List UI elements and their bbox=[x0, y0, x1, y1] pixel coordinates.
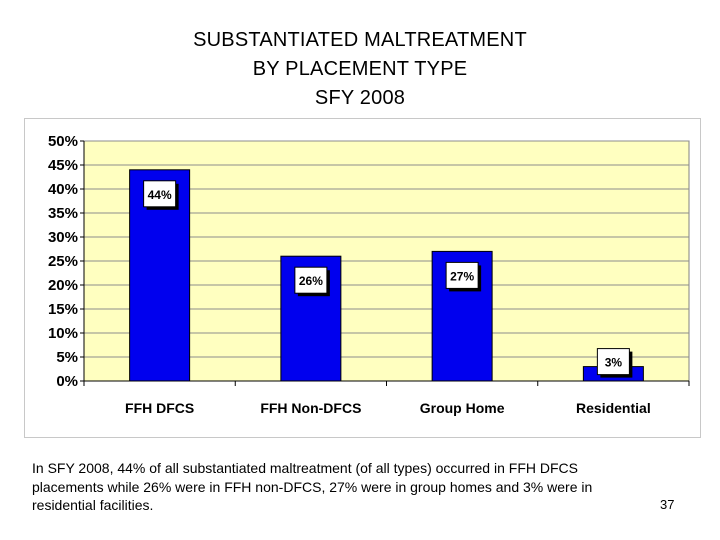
y-tick-label: 35% bbox=[48, 205, 78, 222]
chart-title-line-2: BY PLACEMENT TYPE bbox=[252, 58, 468, 80]
data-label: 26% bbox=[299, 274, 323, 288]
chart-title-line-1: SUBSTANTIATED MALTREATMENT bbox=[193, 29, 527, 51]
chart-title-line-3: SFY 2008 bbox=[314, 87, 406, 109]
y-tick-label: 0% bbox=[56, 373, 78, 390]
chart-caption: In SFY 2008, 44% of all substantiated ma… bbox=[32, 460, 593, 513]
data-label: 44% bbox=[148, 188, 172, 202]
chart-area: 0% 5% 10% 15% 20% 25% 30% 35% 40% 45% 50% 44% FFH DF… bbox=[24, 118, 701, 438]
y-tick-label: 40% bbox=[48, 181, 78, 198]
data-label-box bbox=[445, 261, 479, 289]
chart-title: SUBSTANTIATED MALTREATMENT BY PLACEMENT … bbox=[0, 26, 720, 113]
data-label: 27% bbox=[450, 269, 474, 283]
y-tick-label: 50% bbox=[48, 133, 78, 150]
y-tick-label: 15% bbox=[48, 301, 78, 318]
y-tick-label: 30% bbox=[48, 229, 78, 246]
y-tick-label: 45% bbox=[48, 157, 78, 174]
data-label-box bbox=[596, 348, 630, 376]
y-tick-label: 10% bbox=[48, 325, 78, 342]
x-category-label: Residential bbox=[576, 400, 651, 416]
y-tick-label: 5% bbox=[56, 349, 78, 366]
data-label-box bbox=[143, 180, 177, 208]
bar-chart: 0% 5% 10% 15% 20% 25% 30% 35% 40% 45% 50% 44% FFH DF… bbox=[48, 133, 690, 416]
x-category-label: FFH Non-DFCS bbox=[260, 400, 361, 416]
data-label-box bbox=[294, 266, 328, 294]
x-category-label: Group Home bbox=[420, 400, 505, 416]
x-category-label: FFH DFCS bbox=[125, 400, 194, 416]
y-tick-label: 20% bbox=[48, 277, 78, 294]
y-tick-label: 25% bbox=[48, 253, 78, 270]
page-number: 37 bbox=[660, 497, 675, 512]
data-label: 3% bbox=[605, 356, 623, 370]
